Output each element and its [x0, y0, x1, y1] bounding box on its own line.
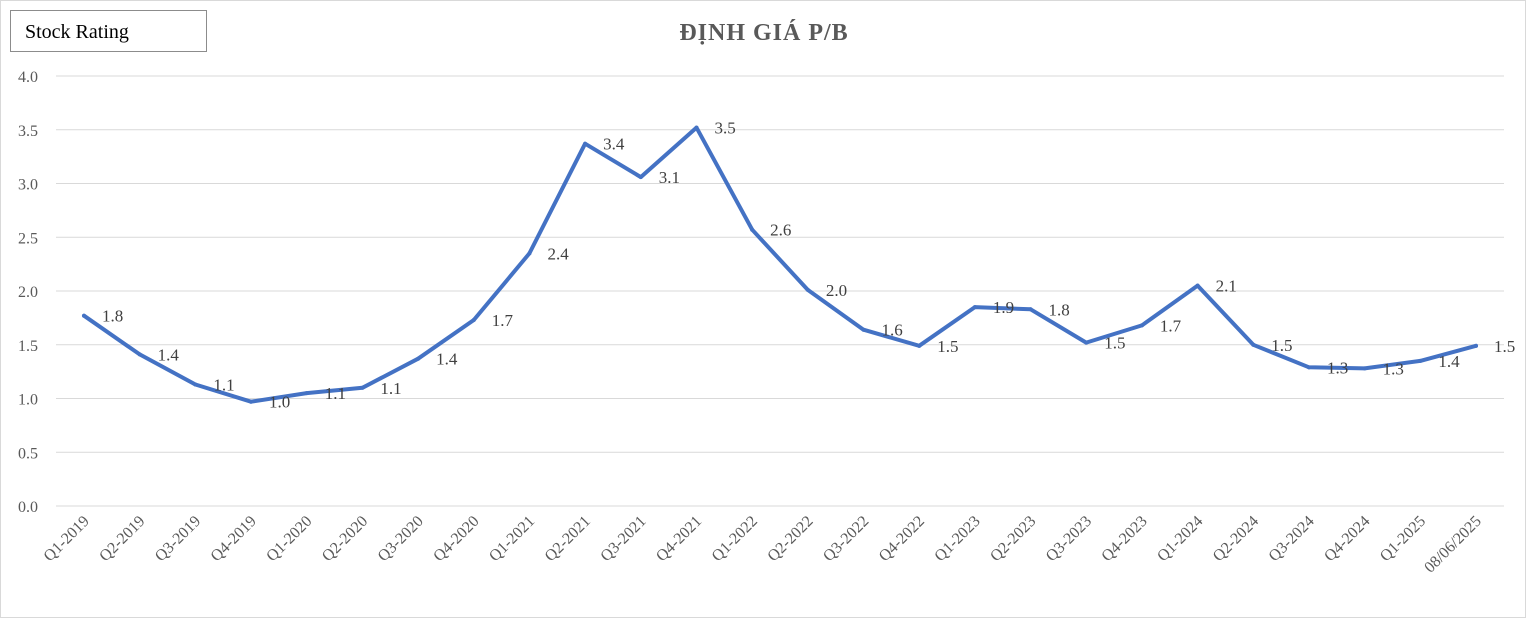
data-label: 2.4	[547, 244, 569, 263]
x-tick-label: Q1-2024	[1154, 513, 1206, 565]
data-point	[583, 141, 588, 146]
data-point	[82, 313, 86, 318]
x-tick-label: Q3-2022	[820, 513, 872, 565]
x-tick-label: Q4-2022	[876, 513, 928, 565]
data-label: 1.1	[325, 384, 346, 403]
data-point	[694, 125, 699, 130]
data-label: 1.1	[213, 376, 234, 395]
stock-rating-badge: Stock Rating	[10, 10, 207, 52]
x-tick-label: Q2-2019	[96, 513, 148, 565]
data-point	[805, 287, 810, 292]
x-tick-label: Q2-2024	[1210, 513, 1262, 565]
data-label: 1.5	[937, 337, 958, 356]
gridlines	[56, 75, 1504, 507]
series-line-pb	[82, 125, 1478, 404]
data-label: 2.0	[826, 281, 847, 300]
data-point	[527, 251, 532, 256]
x-tick-label: 08/06/2025	[1421, 513, 1485, 577]
data-label: 1.4	[436, 350, 458, 369]
x-tick-label: Q4-2019	[208, 513, 260, 565]
x-tick-label: Q4-2023	[1098, 513, 1150, 565]
x-tick-label: Q1-2019	[41, 513, 93, 565]
x-axis-ticks: Q1-2019 Q2-2019 Q3-2019 Q4-2019 Q1-2020 Q2-20…	[41, 513, 1485, 577]
data-label: 1.8	[102, 307, 123, 326]
x-tick-label: Q3-2020	[375, 513, 427, 565]
x-tick-label: Q1-2020	[263, 513, 315, 565]
x-tick-label: Q3-2019	[152, 513, 204, 565]
data-label: 1.3	[1383, 359, 1404, 378]
y-tick-label: 0.0	[18, 499, 38, 516]
data-point	[1474, 343, 1478, 348]
x-tick-label: Q3-2023	[1043, 513, 1095, 565]
y-tick-label: 2.0	[18, 284, 38, 301]
data-point	[1139, 323, 1144, 328]
y-tick-label: 0.5	[18, 445, 38, 462]
data-point	[1251, 342, 1256, 347]
data-label: 2.1	[1216, 277, 1237, 296]
data-point	[638, 175, 643, 180]
data-label: 3.4	[603, 135, 625, 154]
data-label: 1.7	[1160, 316, 1182, 335]
data-point	[249, 399, 254, 404]
y-axis-ticks: 0.0 0.5 1.0 1.5 2.0 2.5 3.0 3.5 4.0	[18, 69, 38, 516]
data-point	[917, 343, 922, 348]
data-label: 1.8	[1049, 300, 1070, 319]
data-label: 1.4	[1438, 352, 1460, 371]
x-tick-label: Q2-2023	[987, 513, 1039, 565]
data-point	[304, 391, 309, 396]
data-point	[1028, 307, 1033, 312]
x-tick-label: Q2-2021	[542, 513, 594, 565]
data-point	[972, 305, 977, 310]
y-tick-label: 4.0	[18, 69, 38, 86]
series-layer	[82, 125, 1478, 404]
data-point	[1362, 366, 1367, 371]
data-point	[360, 385, 365, 390]
x-tick-label: Q2-2020	[319, 513, 371, 565]
data-point	[471, 318, 476, 323]
x-tick-label: Q2-2022	[764, 513, 816, 565]
data-label: 1.1	[380, 379, 401, 398]
data-point	[137, 352, 142, 357]
x-tick-label: Q4-2024	[1321, 513, 1373, 565]
data-label: 1.7	[492, 311, 514, 330]
x-tick-label: Q4-2020	[430, 513, 482, 565]
data-label: 1.9	[993, 298, 1014, 317]
y-tick-label: 2.5	[18, 230, 38, 247]
data-label: 1.5	[1494, 337, 1515, 356]
chart-title: ĐỊNH GIÁ P/B	[679, 20, 849, 46]
x-tick-label: Q1-2023	[931, 513, 983, 565]
x-tick-label: Q3-2021	[597, 513, 649, 565]
y-tick-label: 3.0	[18, 177, 38, 194]
data-label: 1.3	[1327, 358, 1348, 377]
x-tick-label: Q3-2024	[1266, 513, 1318, 565]
y-tick-label: 3.5	[18, 123, 38, 140]
data-point	[1306, 365, 1311, 370]
data-point	[1195, 283, 1200, 288]
data-point	[193, 382, 198, 387]
data-point	[1418, 358, 1423, 363]
data-label: 1.6	[882, 321, 903, 340]
data-labels: 1.8 1.4 1.1 1.0 1.1 1.1 1.4 1.7 2.4 3.4 3.1 3.5 2.6 2…	[102, 119, 1515, 412]
data-point	[1084, 340, 1089, 345]
data-point	[416, 356, 421, 361]
data-point	[750, 227, 755, 232]
data-label: 2.6	[770, 221, 791, 240]
data-point	[861, 327, 866, 332]
y-tick-label: 1.5	[18, 338, 38, 355]
data-label: 1.0	[269, 393, 290, 412]
x-tick-label: Q1-2021	[486, 513, 538, 565]
x-tick-label: Q4-2021	[653, 513, 705, 565]
data-label: 1.5	[1104, 334, 1125, 353]
x-tick-label: Q1-2025	[1377, 513, 1429, 565]
data-label: 3.1	[659, 168, 680, 187]
y-tick-label: 1.0	[18, 392, 38, 409]
data-label: 1.5	[1271, 336, 1292, 355]
data-label: 1.4	[158, 345, 180, 364]
data-label: 3.5	[714, 119, 735, 138]
x-tick-label: Q1-2022	[709, 513, 761, 565]
